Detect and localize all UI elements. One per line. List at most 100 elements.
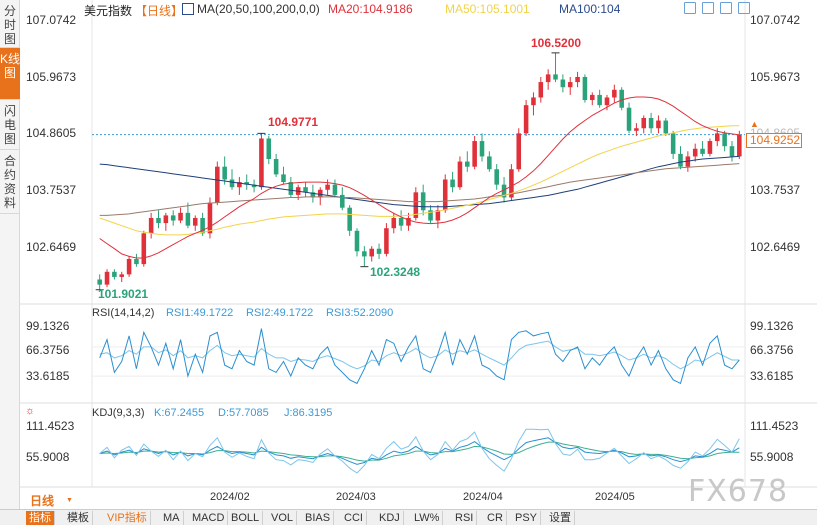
candle-body bbox=[222, 166, 227, 180]
crosshair-icon[interactable] bbox=[684, 2, 696, 14]
kdj-k-line bbox=[99, 437, 740, 465]
toolbar-vol[interactable]: VOL bbox=[268, 511, 298, 525]
candle-body bbox=[597, 94, 602, 106]
candle-body bbox=[634, 128, 639, 131]
ma200-line bbox=[99, 155, 740, 208]
rsi-label-2: 66.3756 bbox=[750, 343, 794, 357]
toolbar-bias[interactable]: BIAS bbox=[302, 511, 335, 525]
kdj-j-value: J:86.3195 bbox=[284, 407, 333, 419]
candle-body bbox=[641, 117, 647, 129]
instrument-name: 美元指数 bbox=[84, 4, 133, 18]
zoom-in-icon[interactable] bbox=[702, 2, 714, 14]
toolbar-settings[interactable]: 设置 bbox=[546, 511, 575, 525]
candle-body bbox=[229, 179, 235, 188]
kdj-label-left-1: 111.4523 bbox=[26, 419, 75, 433]
candle-body bbox=[487, 156, 492, 170]
toolbar-psy[interactable]: PSY bbox=[512, 511, 542, 525]
rsi-label-3: 33.6185 bbox=[750, 369, 794, 383]
toolbar-boll[interactable]: BOLL bbox=[228, 511, 264, 525]
candle-body bbox=[170, 215, 176, 221]
toolbar-cci[interactable]: CCI bbox=[341, 511, 367, 525]
rsi-legend: RSI(14,14,2) RSI1:49.1722 RSI2:49.1722 R… bbox=[92, 307, 492, 321]
ma100-line bbox=[99, 163, 740, 216]
candle-body bbox=[413, 192, 419, 218]
candle-body bbox=[553, 74, 558, 80]
toolbar-lw[interactable]: LW% bbox=[411, 511, 444, 525]
date-label-1: 2024/02 bbox=[210, 491, 250, 503]
price-label-4: 103.7537 bbox=[750, 183, 801, 197]
price-label-left-5: 102.6469 bbox=[26, 240, 77, 254]
date-label-4: 2024/05 bbox=[595, 491, 635, 503]
ma-settings-icon[interactable] bbox=[182, 3, 194, 15]
ma20-line bbox=[99, 96, 740, 259]
kdj-d-value: D:57.7085 bbox=[218, 407, 269, 419]
high-annotation: 106.5200 bbox=[531, 36, 582, 50]
tab-timeshare[interactable]: 分时图 bbox=[0, 0, 20, 48]
price-label-1: 107.0742 bbox=[750, 13, 801, 27]
candle-body bbox=[707, 141, 713, 154]
fullscreen-icon[interactable] bbox=[738, 2, 750, 14]
candle-body bbox=[442, 179, 448, 211]
tab-contract-info[interactable]: 合约资料 bbox=[0, 150, 20, 214]
kdj-k-value: K:67.2455 bbox=[154, 407, 205, 419]
candle-body bbox=[237, 182, 242, 188]
watermark-logo: FX678 bbox=[688, 474, 789, 509]
candle-body bbox=[303, 187, 308, 193]
candle-body bbox=[648, 117, 654, 129]
candle-body bbox=[494, 169, 499, 185]
period-button[interactable]: 日线 bbox=[30, 494, 55, 508]
date-label-2: 2024/03 bbox=[336, 491, 376, 503]
period-label[interactable]: 【日线】 bbox=[135, 4, 184, 18]
candle-body bbox=[148, 217, 154, 234]
candle-body bbox=[391, 217, 397, 229]
chart-header: 美元指数 【日线】 MA(20,50,100,200,0,0) MA20:104… bbox=[22, 2, 752, 18]
candle-body bbox=[347, 207, 352, 231]
candle-body bbox=[112, 271, 117, 277]
kdj-j-line bbox=[99, 428, 740, 474]
tab-kline[interactable]: K线图 bbox=[0, 48, 20, 100]
price-label-2: 105.9673 bbox=[750, 70, 801, 84]
candle-body bbox=[509, 169, 514, 198]
toolbar-vip-indicator[interactable]: VIP指标 bbox=[104, 511, 151, 525]
tab-timeshare-label: 分时图 bbox=[3, 4, 16, 46]
rsi2-value: RSI2:49.1722 bbox=[246, 307, 314, 319]
candle-body bbox=[472, 141, 477, 167]
toolbar-indicator[interactable]: 指标 bbox=[26, 511, 55, 525]
toolbar-kdj[interactable]: KDJ bbox=[376, 511, 404, 525]
toolbar-macd[interactable]: MACD bbox=[189, 511, 229, 525]
candle-body bbox=[538, 82, 544, 98]
toolbar-ma[interactable]: MA bbox=[160, 511, 184, 525]
tab-lightning[interactable]: 闪电图 bbox=[0, 100, 20, 150]
candle-body bbox=[376, 248, 382, 254]
zoom-out-icon[interactable] bbox=[720, 2, 732, 14]
candle-body bbox=[722, 133, 727, 147]
candle-body bbox=[692, 148, 698, 157]
candle-body bbox=[619, 89, 624, 108]
candle-body bbox=[273, 159, 279, 175]
candle-body bbox=[531, 97, 536, 106]
tab-contract-info-label: 合约资料 bbox=[3, 154, 16, 210]
candle-body bbox=[192, 217, 198, 226]
candle-body bbox=[369, 248, 374, 257]
candle-body bbox=[428, 210, 433, 221]
ma-params: MA(20,50,100,200,0,0) bbox=[197, 2, 320, 16]
chevron-down-icon[interactable]: ▼ bbox=[66, 497, 73, 504]
candle-body bbox=[340, 194, 345, 208]
candle-body bbox=[288, 182, 294, 195]
rsi1-value: RSI1:49.1722 bbox=[166, 307, 234, 319]
candle-body bbox=[560, 79, 566, 88]
kdj-params: KDJ(9,3,3) bbox=[92, 407, 145, 419]
candle-body bbox=[729, 146, 735, 157]
candle-body bbox=[310, 192, 316, 198]
candle-body bbox=[178, 212, 183, 221]
toolbar-rsi[interactable]: RSI bbox=[452, 511, 478, 525]
toolbar-template[interactable]: 模板 bbox=[64, 511, 93, 525]
kdj-settings-icon[interactable]: ☼ bbox=[25, 405, 36, 417]
candle-body bbox=[362, 251, 367, 257]
low-mid-annotation: 102.3248 bbox=[370, 265, 421, 279]
toolbar-cr[interactable]: CR bbox=[484, 511, 507, 525]
candle-body bbox=[207, 202, 213, 234]
candle-body bbox=[251, 184, 257, 188]
